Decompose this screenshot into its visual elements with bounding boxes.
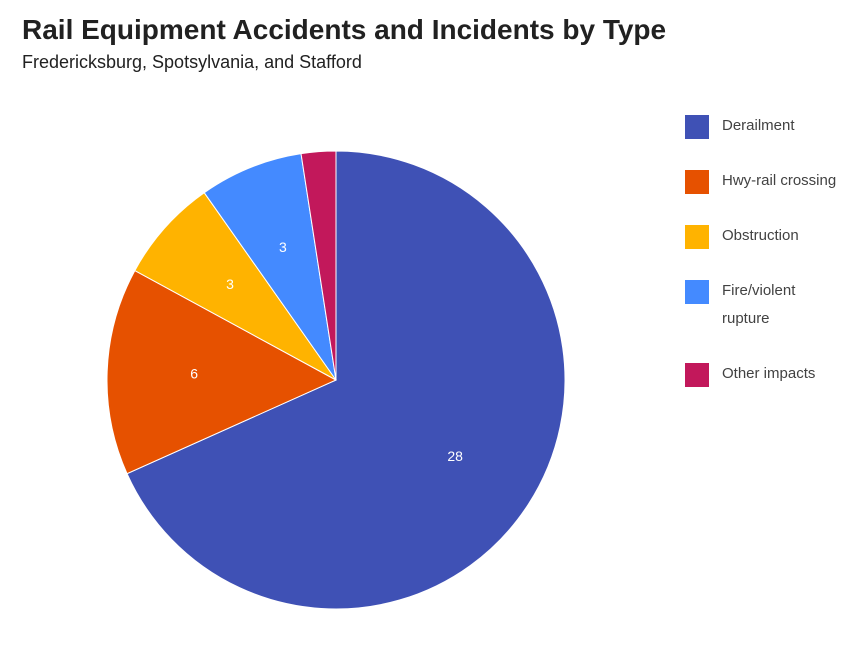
legend-item-derailment: Derailment [685,112,840,140]
legend-swatch-hwy-rail-crossing [685,170,709,194]
legend-swatch-derailment [685,115,709,139]
slice-value-label-fire-violent-rupture: 3 [279,239,287,255]
legend-label-derailment: Derailment [722,117,795,134]
legend-label-obstruction: Obstruction [722,227,799,244]
pie-slice-derailment [126,150,566,610]
pie-slice-obstruction [134,191,337,381]
legend-swatch-other-impacts [685,363,709,387]
legend-item-other-impacts: Other impacts [685,360,840,388]
legend-item-hwy-rail-crossing: Hwy-rail crossing [685,167,840,195]
pie-slice-other-impacts [300,150,337,381]
pie-slice-fire-violent-rupture [203,153,337,381]
legend-label-other-impacts: Other impacts [722,365,816,382]
legend-swatch-fire-violent-rupture [685,280,709,304]
chart-legend: Derailment Hwy-rail crossing Obstruction… [685,112,840,415]
legend-label-fire-violent-rupture: Fire/violent rupture [722,282,796,327]
legend-item-obstruction: Obstruction [685,222,840,250]
legend-label-hwy-rail-crossing: Hwy-rail crossing [722,172,837,189]
chart-subtitle: Fredericksburg, Spotsylvania, and Staffo… [22,52,362,72]
chart-title: Rail Equipment Accidents and Incidents b… [22,14,667,45]
pie-slice-hwy-rail-crossing [106,269,338,475]
slice-value-label-hwy-rail-crossing: 6 [190,365,198,381]
legend-swatch-obstruction [685,225,709,249]
legend-item-fire-violent-rupture: Fire/violent rupture [685,277,822,333]
slice-value-label-derailment: 28 [447,448,463,464]
slice-value-label-obstruction: 3 [226,276,234,292]
